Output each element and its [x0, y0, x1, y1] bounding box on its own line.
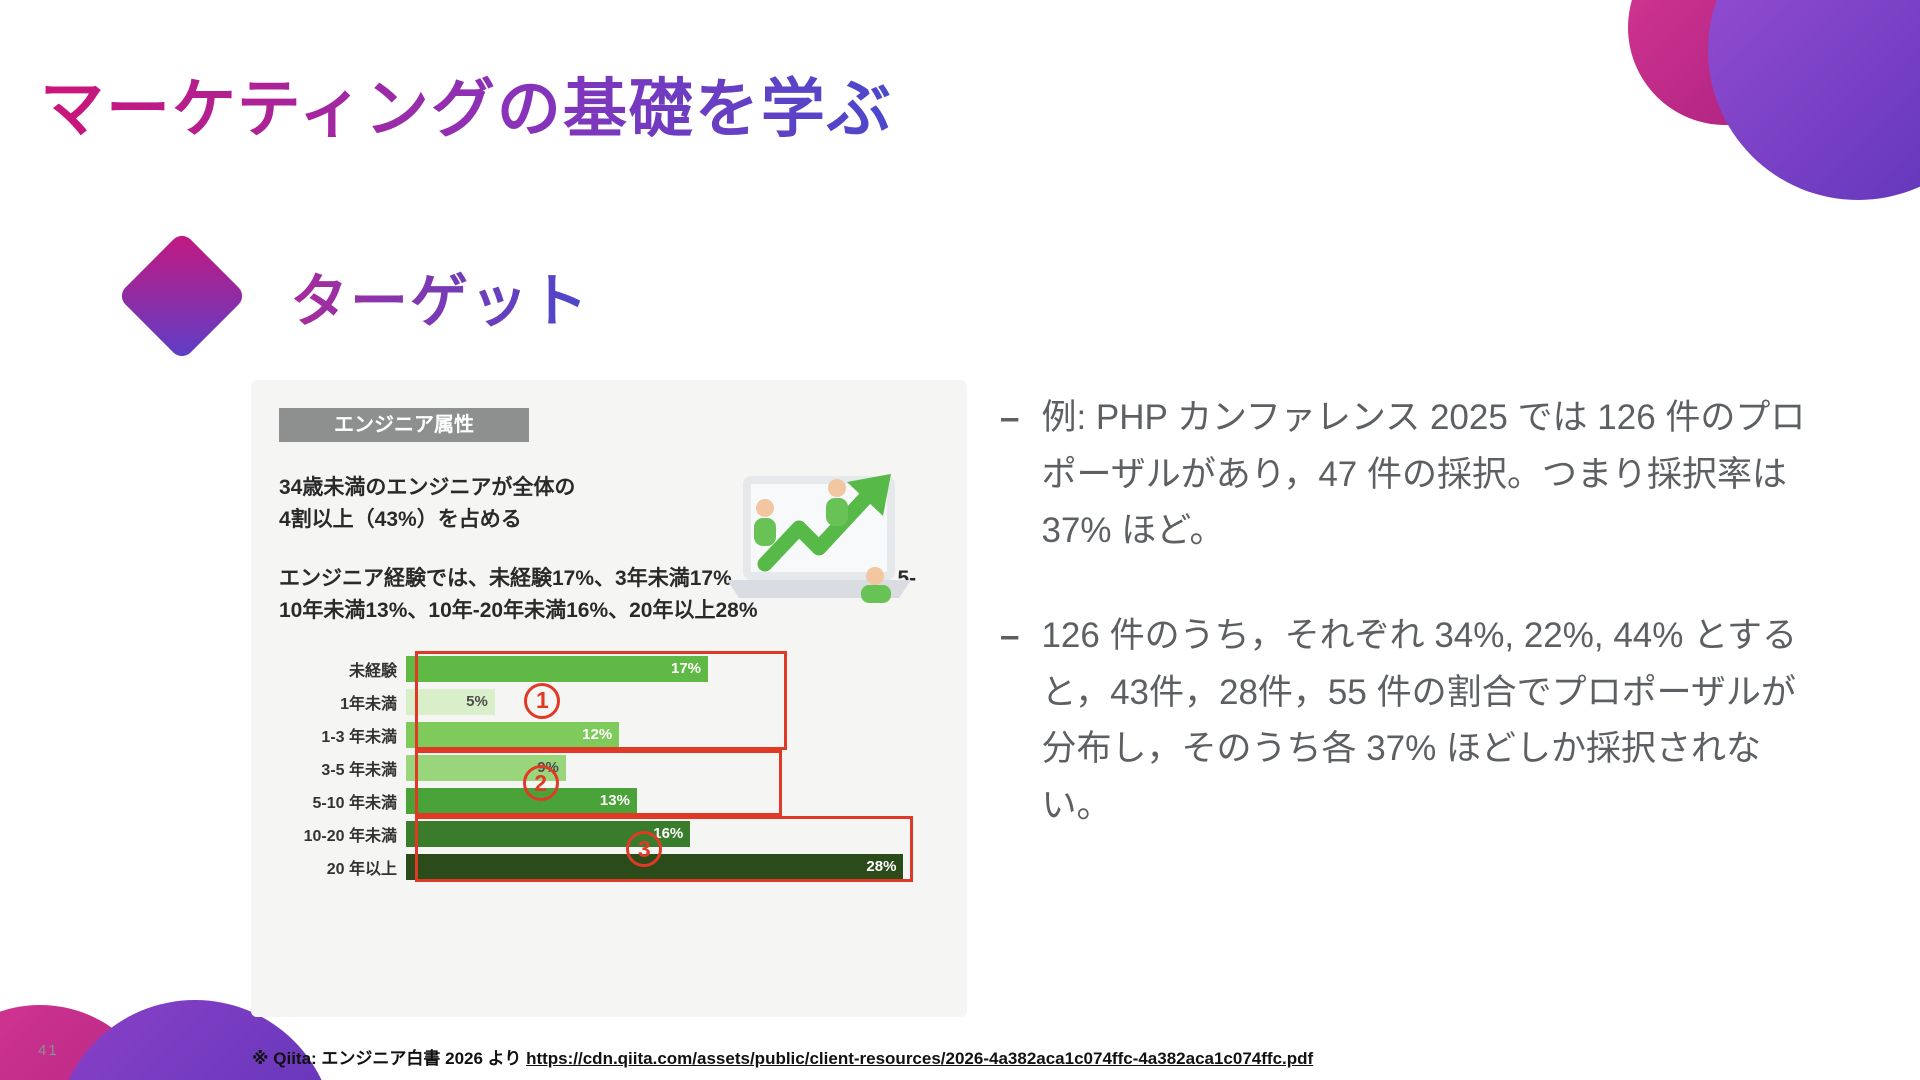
bar-track: 13% — [406, 787, 939, 814]
figure-card: エンジニア属性 34歳未満のエンジニアが全体の 4割以上（43%）を占める エン… — [251, 380, 967, 1017]
bar-category-label: 3-5 年未満 — [321, 761, 397, 779]
figure-headline: 34歳未満のエンジニアが全体の 4割以上（43%）を占める — [279, 476, 576, 531]
bar-row: 3-5 年未満 9% — [279, 751, 939, 784]
bullet-marker: – — [1000, 398, 1020, 437]
section-heading: ターゲット — [290, 254, 590, 338]
bar-value-label: 9% — [537, 759, 559, 776]
bar-value-label: 12% — [582, 726, 613, 743]
bar-value-label: 17% — [671, 660, 702, 677]
footnote-text: ※ Qiita: エンジニア白書 2026 より — [252, 1049, 527, 1068]
bar-category-label: 5-10 年未満 — [312, 794, 397, 812]
bar: 28% — [406, 853, 904, 880]
bar-track: 28% — [406, 853, 939, 880]
bar-category-label: 1年未満 — [340, 695, 397, 713]
bar-value-label: 16% — [653, 825, 684, 842]
bar-row: 20 年以上 28% — [279, 850, 939, 883]
bar-value-label: 5% — [466, 693, 488, 710]
bar-track: 12% — [406, 721, 939, 748]
footnote-link[interactable]: https://cdn.qiita.com/assets/public/clie… — [526, 1049, 1314, 1068]
bar-row: 未経験 17% — [279, 652, 939, 685]
diamond-bullet-icon — [116, 230, 248, 362]
bar-category-label: 10-20 年未満 — [303, 827, 397, 845]
section-heading-row: ターゲット — [116, 230, 590, 362]
bar: 12% — [406, 721, 620, 748]
bar-category-label: 1-3 年未満 — [321, 728, 397, 746]
bar-track: 16% — [406, 820, 939, 847]
bullet-marker: – — [1000, 616, 1020, 656]
figure-top: 34歳未満のエンジニアが全体の 4割以上（43%）を占める — [279, 472, 939, 603]
bar-category-label: 未経験 — [348, 662, 397, 680]
slide-title: マーケティングの基礎を学ぶ — [40, 58, 893, 150]
page-number: 41 — [38, 1042, 59, 1059]
bullet-list: – 例: PHP カンファレンス 2025 では 126 件のプロポーザルがあり，… — [1000, 390, 1820, 835]
bar-value-label: 13% — [599, 792, 630, 809]
bar-row: 5-10 年未満 13% — [279, 784, 939, 817]
bar: 13% — [406, 787, 637, 814]
decoration-top-right-purple-circle — [1708, 0, 1920, 200]
growth-illustration — [727, 474, 911, 603]
bar: 5% — [406, 688, 495, 715]
bar-row: 1年未満 5% — [279, 685, 939, 718]
bar-track: 17% — [406, 655, 939, 682]
chart-rows: 未経験 17% 1年未満 5% 1-3 年未満 12% 3-5 年未満 9% 5-10 年未満 1… — [279, 652, 939, 883]
experience-bar-chart: 未経験 17% 1年未満 5% 1-3 年未満 12% 3-5 年未満 9% 5-10 年未満 1… — [279, 651, 939, 883]
bar-category-label: 20 年以上 — [326, 860, 397, 878]
footnote: ※ Qiita: エンジニア白書 2026 より https://cdn.qii… — [252, 1044, 1313, 1069]
bullet-item: – 例: PHP カンファレンス 2025 では 126 件のプロポーザルがあり，… — [1000, 390, 1820, 560]
bullet-item: –126 件のうち，それぞれ 34%, 22%, 44% とすると，43件，28… — [1000, 608, 1820, 835]
bar-track: 9% — [406, 754, 939, 781]
bar-row: 10-20 年未満 16% — [279, 817, 939, 850]
bullet-text: 例: PHP カンファレンス 2025 では 126 件のプロポーザルがあり，4… — [1041, 398, 1806, 551]
bullet-text: 126 件のうち，それぞれ 34%, 22%, 44% とすると，43件，28件… — [1041, 616, 1798, 826]
bar: 16% — [406, 820, 691, 847]
bar-value-label: 28% — [866, 858, 897, 875]
bar-track: 5% — [406, 688, 939, 715]
bar: 9% — [406, 754, 566, 781]
figure-badge: エンジニア属性 — [279, 408, 529, 442]
bar: 17% — [406, 655, 709, 682]
bar-row: 1-3 年未満 12% — [279, 718, 939, 751]
